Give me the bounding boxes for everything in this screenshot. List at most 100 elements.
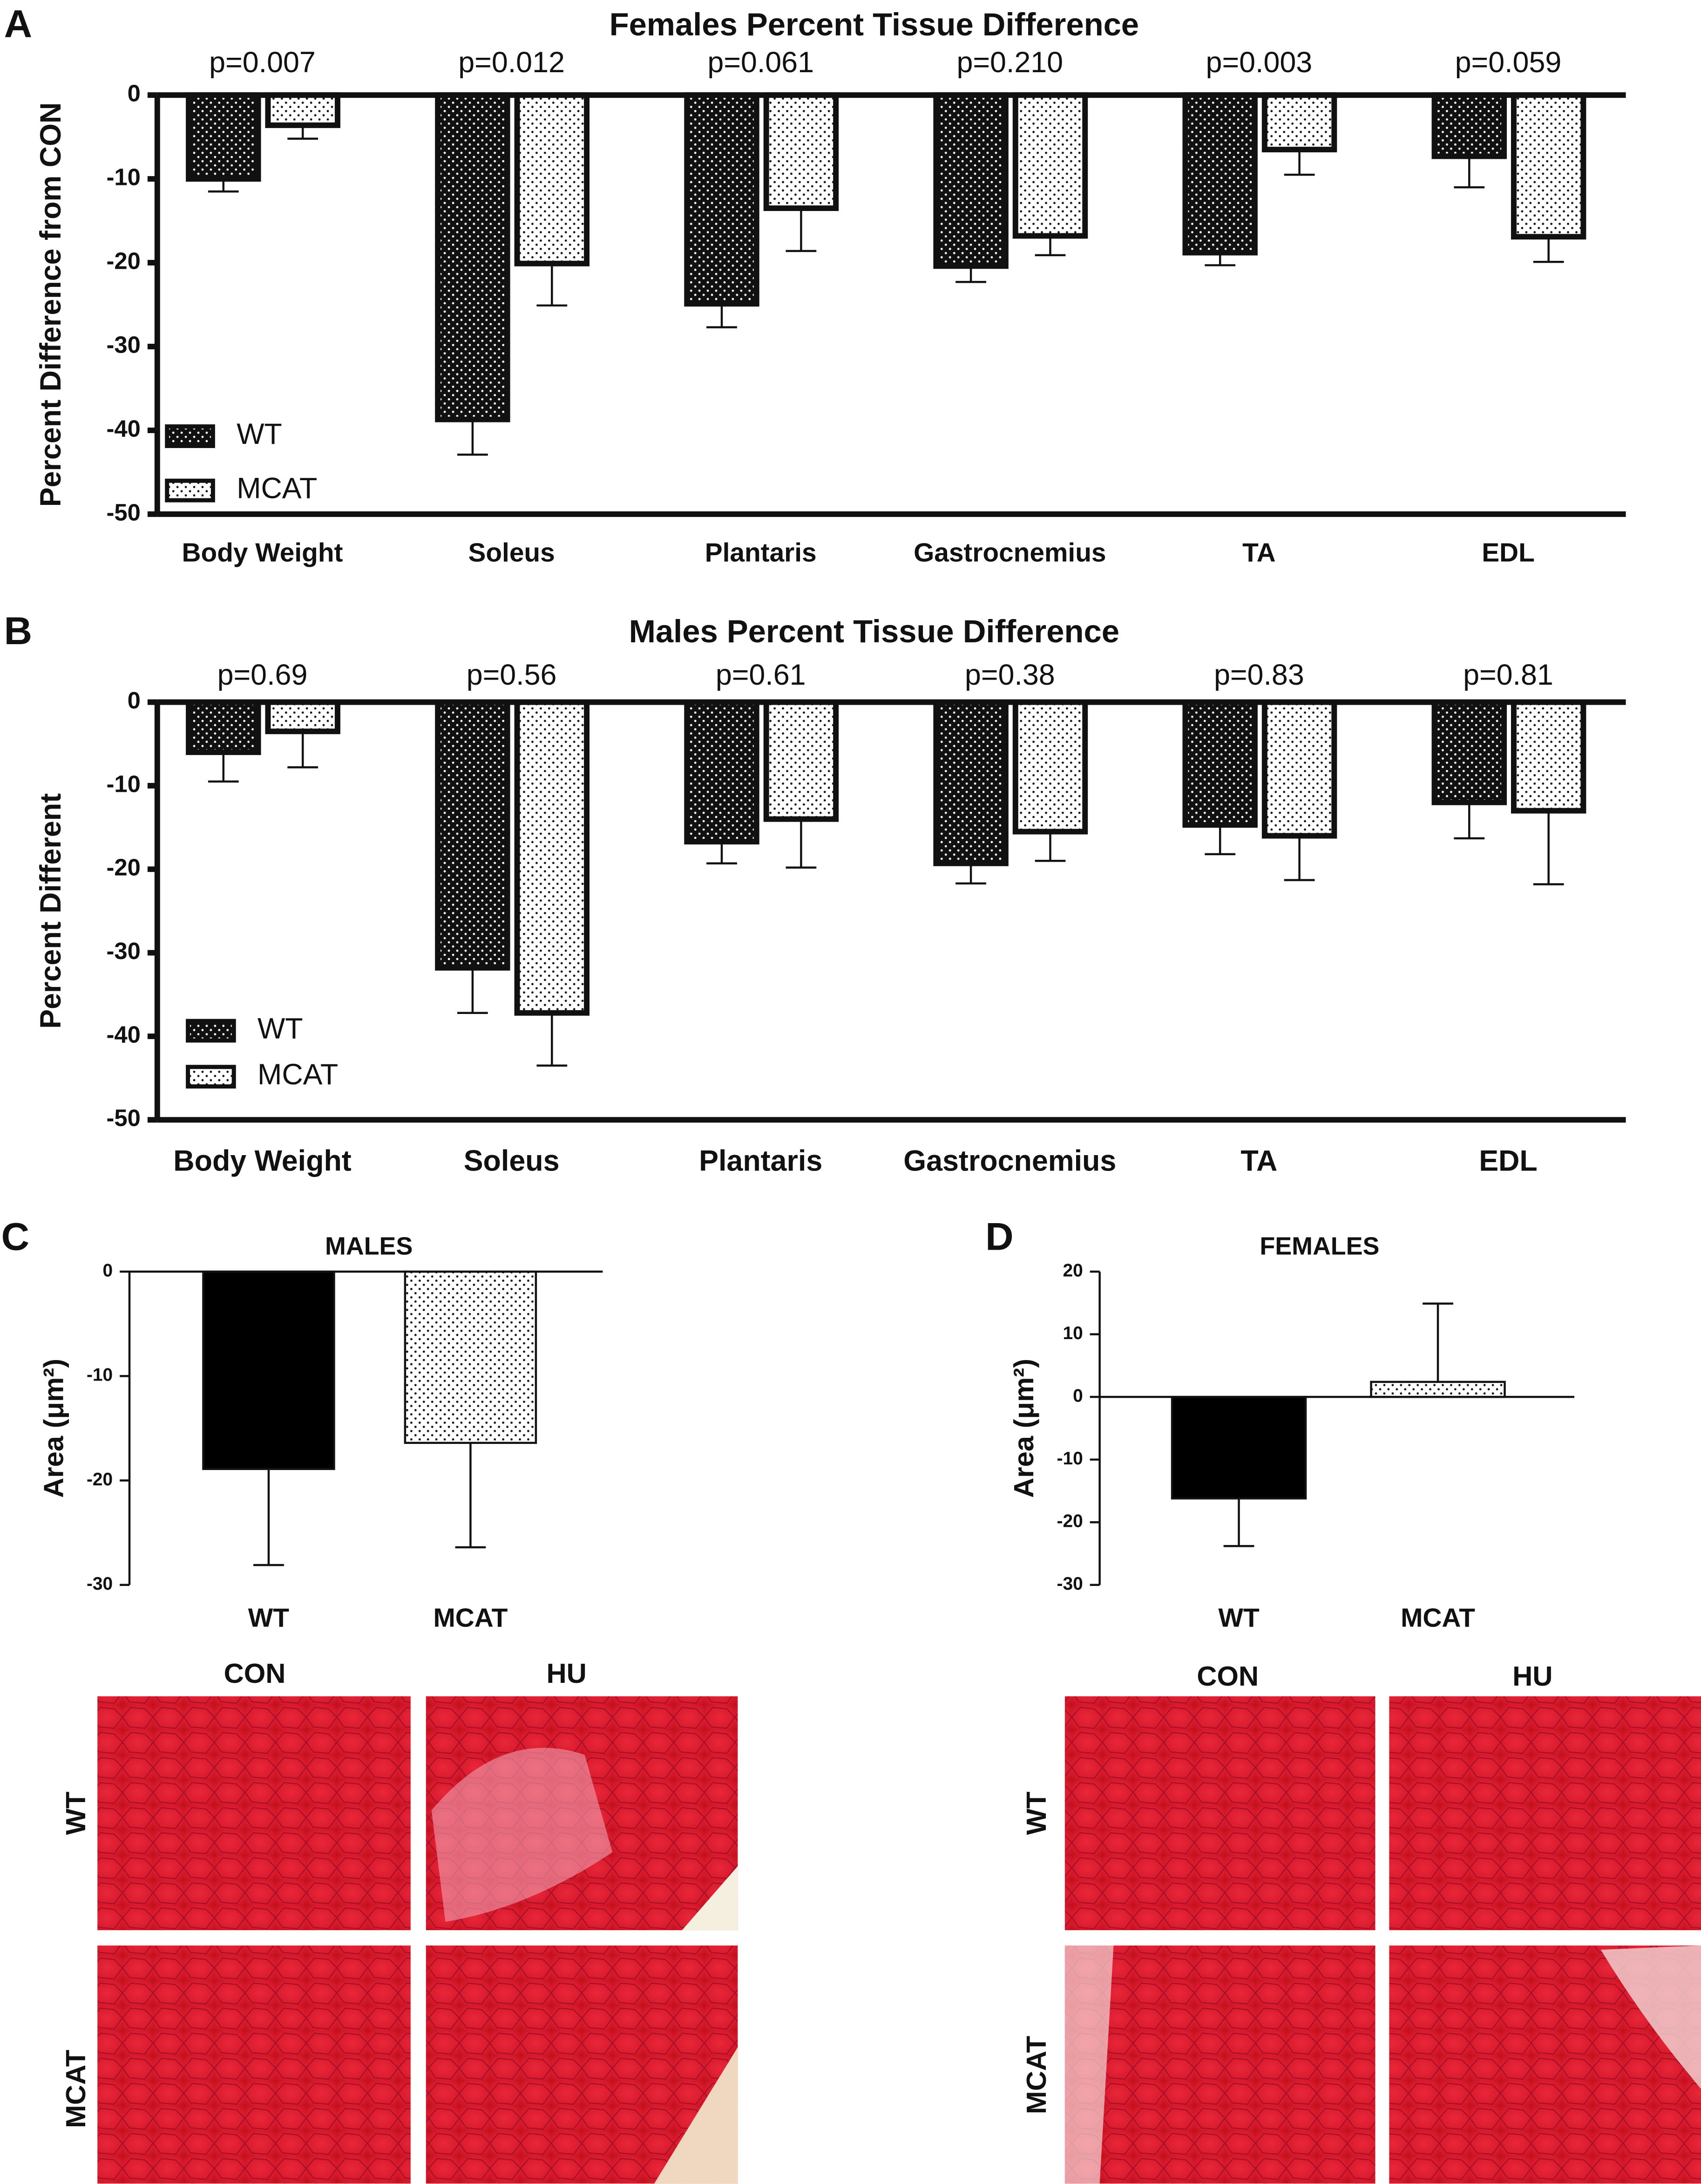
bar bbox=[1431, 699, 1507, 805]
p-value: p=0.61 bbox=[716, 659, 806, 691]
y-tick-label: -10 bbox=[87, 1365, 113, 1385]
p-value: p=0.83 bbox=[1214, 659, 1304, 691]
y-tick-label: -30 bbox=[107, 938, 141, 964]
bar bbox=[684, 699, 759, 844]
bar bbox=[1012, 92, 1088, 239]
legend-swatch bbox=[186, 1065, 236, 1089]
x-tick-label: WT bbox=[1218, 1603, 1260, 1633]
bar bbox=[1182, 92, 1258, 256]
bar bbox=[186, 92, 261, 182]
x-tick-label: Gastrocnemius bbox=[903, 1145, 1116, 1177]
bar bbox=[265, 92, 340, 128]
legend-label: MCAT bbox=[258, 1058, 338, 1091]
bar bbox=[763, 699, 839, 822]
x-tick-label: WT bbox=[248, 1603, 290, 1633]
bar bbox=[1012, 699, 1088, 835]
x-tick-label: EDL bbox=[1479, 1145, 1538, 1177]
y-tick-label: -20 bbox=[107, 247, 141, 274]
x-tick-label: Body Weight bbox=[182, 538, 343, 568]
column-label: CON bbox=[1197, 1660, 1259, 1692]
bar bbox=[1182, 699, 1258, 828]
legend-swatch bbox=[186, 1019, 236, 1043]
bar bbox=[514, 699, 590, 1016]
micrograph bbox=[97, 1945, 411, 2184]
y-tick-label: -20 bbox=[107, 854, 141, 881]
row-label: WT bbox=[1021, 1792, 1052, 1835]
bar bbox=[186, 699, 261, 755]
bar bbox=[265, 699, 340, 735]
x-tick-label: Soleus bbox=[468, 538, 555, 568]
y-axis-label: Percent Difference from CON bbox=[34, 102, 67, 507]
column-label: CON bbox=[224, 1658, 286, 1689]
micrographs bbox=[97, 1696, 1701, 2184]
legend-label: WT bbox=[258, 1013, 303, 1045]
x-tick-label: TA bbox=[1240, 1145, 1277, 1177]
chart-title: MALES bbox=[325, 1232, 413, 1260]
y-tick-label: 0 bbox=[103, 1260, 113, 1280]
y-tick-label: -20 bbox=[87, 1470, 113, 1490]
chart-title: FEMALES bbox=[1260, 1232, 1379, 1260]
y-tick-label: -30 bbox=[87, 1574, 113, 1594]
micrograph bbox=[1064, 1945, 1376, 2184]
p-value: p=0.210 bbox=[956, 46, 1063, 79]
y-tick-label: 20 bbox=[1063, 1260, 1083, 1280]
y-tick-label: 0 bbox=[1073, 1386, 1083, 1406]
panel-letter: C bbox=[1, 1214, 29, 1258]
panel-letter: D bbox=[985, 1214, 1013, 1258]
bar bbox=[1370, 1381, 1506, 1398]
p-value: p=0.003 bbox=[1206, 46, 1313, 79]
row-label: WT bbox=[60, 1792, 91, 1835]
chart-panel: B Males Percent Tissue Difference Percent … bbox=[4, 609, 1626, 1177]
p-value: p=0.007 bbox=[209, 46, 316, 79]
legend-swatch bbox=[165, 478, 215, 503]
y-axis-label: Percent Different bbox=[34, 793, 67, 1029]
panel-letter: B bbox=[4, 609, 32, 653]
chart-title: Females Percent Tissue Difference bbox=[610, 7, 1139, 42]
bar bbox=[763, 92, 839, 211]
row-label: MCAT bbox=[1021, 2036, 1052, 2114]
bar bbox=[684, 92, 759, 307]
bar bbox=[1431, 92, 1507, 159]
column-label: HU bbox=[1512, 1660, 1552, 1692]
y-tick-label: -40 bbox=[107, 1021, 141, 1048]
y-tick-label: 0 bbox=[128, 80, 141, 107]
pale-region bbox=[682, 1866, 738, 1931]
bar bbox=[1261, 92, 1337, 153]
bar bbox=[1261, 699, 1337, 839]
p-value: p=0.81 bbox=[1463, 659, 1553, 691]
legend-swatch bbox=[165, 424, 215, 448]
y-tick-label: -50 bbox=[107, 499, 141, 525]
panel-letter: A bbox=[4, 2, 32, 46]
p-value: p=0.059 bbox=[1455, 46, 1562, 79]
x-tick-label: TA bbox=[1242, 538, 1275, 568]
x-tick-label: Gastrocnemius bbox=[914, 538, 1106, 568]
bar bbox=[1171, 1395, 1307, 1500]
y-tick-label: -30 bbox=[1057, 1574, 1083, 1594]
bar bbox=[435, 699, 510, 971]
chart-title: Males Percent Tissue Difference bbox=[629, 613, 1119, 649]
x-tick-label: EDL bbox=[1482, 538, 1535, 568]
chart-panel: D FEMALES Area (μm²) 20 10 0 -10 -20 -30 WT MCAT bbox=[985, 1214, 1574, 1633]
y-axis-label: Area (μm²) bbox=[38, 1359, 69, 1498]
bar bbox=[202, 1270, 335, 1470]
bar bbox=[933, 92, 1009, 269]
x-tick-label: Soleus bbox=[464, 1145, 560, 1177]
y-tick-label: 0 bbox=[128, 687, 141, 714]
micrograph bbox=[1064, 1696, 1376, 1931]
y-tick-label: -40 bbox=[107, 415, 141, 442]
bar bbox=[514, 92, 590, 266]
x-tick-label: Plantaris bbox=[699, 1145, 822, 1177]
y-tick-label: -10 bbox=[107, 163, 141, 190]
micrograph bbox=[97, 1696, 411, 1931]
y-tick-label: -10 bbox=[107, 770, 141, 797]
chart-panel: C MALES Area (μm²) 0 -10 -20 -30 WT MCAT bbox=[1, 1214, 603, 1633]
bar bbox=[1511, 92, 1586, 240]
pale-region bbox=[431, 1748, 613, 1922]
p-value: p=0.69 bbox=[217, 659, 308, 691]
bar bbox=[404, 1270, 537, 1444]
y-tick-label: -50 bbox=[107, 1105, 141, 1131]
y-tick-label: -10 bbox=[1057, 1449, 1083, 1469]
p-value: p=0.061 bbox=[707, 46, 814, 79]
column-label: HU bbox=[547, 1658, 587, 1689]
